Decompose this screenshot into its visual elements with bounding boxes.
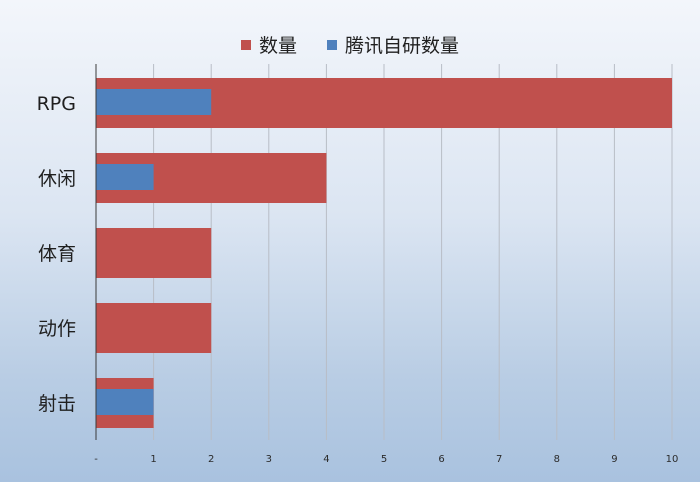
x-tick-label: - — [94, 454, 98, 465]
legend-swatch-tencent — [327, 39, 337, 50]
category-label: 休闲 — [38, 168, 76, 190]
x-tick-label: 1 — [150, 454, 156, 465]
x-tick-label: 10 — [666, 454, 679, 465]
legend-swatch-count — [240, 39, 251, 50]
x-tick-label: 5 — [381, 454, 387, 465]
x-tick-label: 2 — [208, 454, 214, 465]
x-tick-label: 4 — [323, 454, 329, 465]
bar-count — [96, 228, 212, 278]
x-tick-label: 7 — [496, 454, 502, 465]
legend-item-count: 数量 — [240, 31, 297, 58]
x-tick-label: 8 — [554, 454, 560, 465]
legend-label-tencent: 腾讯自研数量 — [345, 35, 460, 57]
legend-item-tencent: 腾讯自研数量 — [327, 31, 459, 58]
bar-count — [96, 303, 212, 353]
category-label: 动作 — [38, 318, 76, 340]
bar-tencent — [96, 389, 154, 415]
bar-tencent — [96, 164, 154, 190]
category-label: RPG — [37, 93, 76, 115]
legend-label-count: 数量 — [258, 35, 297, 57]
legend: 数量 腾讯自研数量 — [0, 31, 700, 58]
x-tick-label: 9 — [611, 454, 617, 465]
bar-tencent — [96, 89, 212, 115]
category-label: 射击 — [38, 393, 76, 415]
x-tick-label: 6 — [438, 454, 444, 465]
x-tick-label: 3 — [266, 454, 272, 465]
category-label: 体育 — [38, 243, 76, 265]
